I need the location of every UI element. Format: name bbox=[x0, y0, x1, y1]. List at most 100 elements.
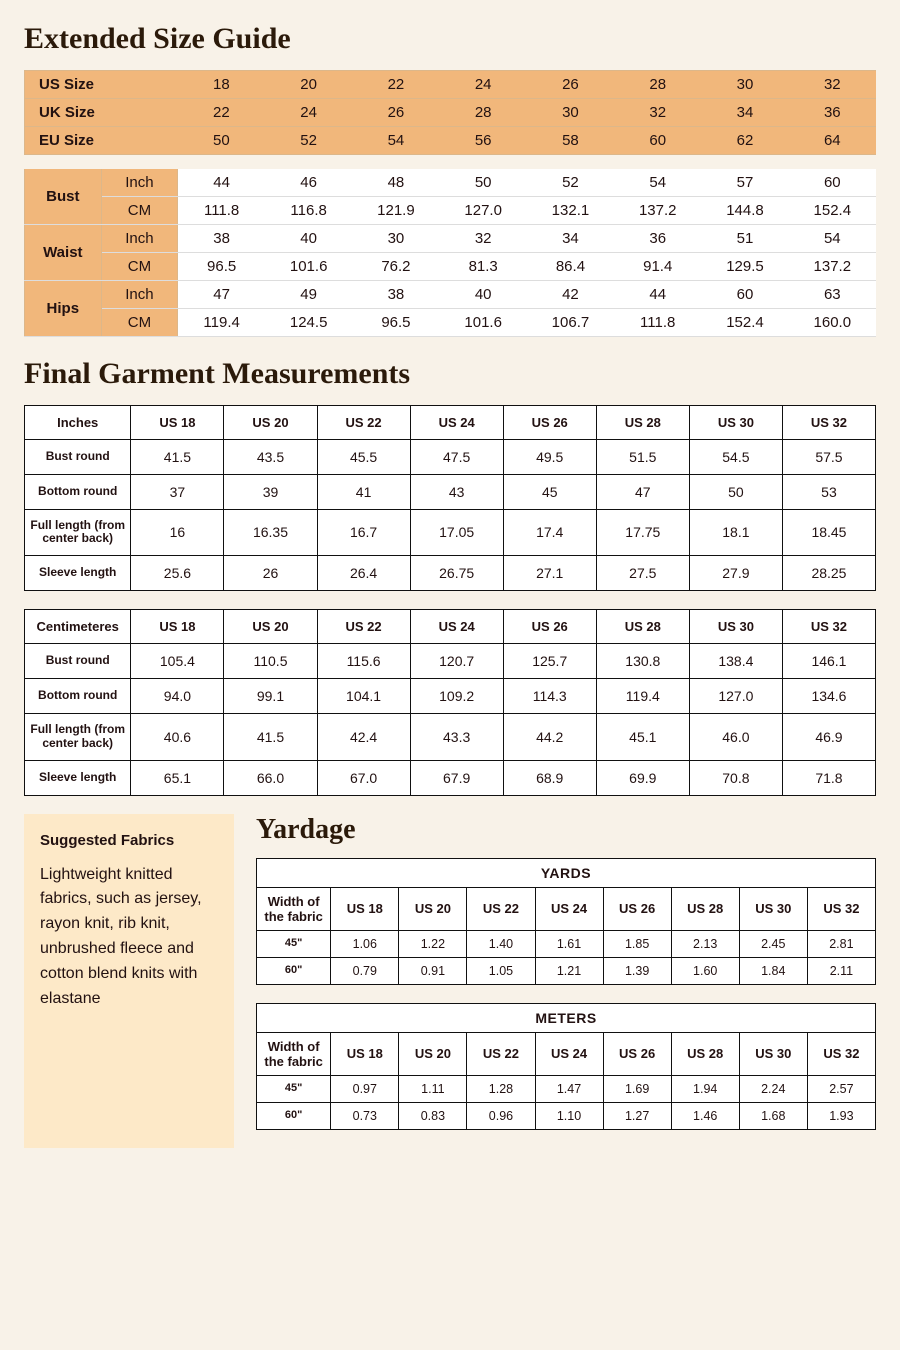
data-cell: 44.2 bbox=[503, 714, 596, 761]
measurement-value: 81.3 bbox=[440, 252, 527, 280]
data-cell: 16.7 bbox=[317, 509, 410, 556]
data-cell: 1.06 bbox=[331, 930, 399, 957]
data-cell: 110.5 bbox=[224, 644, 317, 679]
data-cell: 28.25 bbox=[782, 556, 875, 591]
data-cell: 94.0 bbox=[131, 679, 224, 714]
size-row-label: EU Size bbox=[25, 127, 178, 155]
data-cell: 146.1 bbox=[782, 644, 875, 679]
measurement-value: 91.4 bbox=[614, 252, 701, 280]
data-cell: 0.83 bbox=[399, 1102, 467, 1129]
unit-label: CM bbox=[101, 252, 178, 280]
unit-label: Inch bbox=[101, 224, 178, 252]
measurement-value: 137.2 bbox=[789, 252, 876, 280]
data-cell: 0.96 bbox=[467, 1102, 535, 1129]
data-cell: 41.5 bbox=[224, 714, 317, 761]
data-cell: 47 bbox=[596, 474, 689, 509]
width-label: 60" bbox=[257, 1102, 331, 1129]
data-cell: 1.93 bbox=[807, 1102, 875, 1129]
data-cell: 45 bbox=[503, 474, 596, 509]
measurement-value: 137.2 bbox=[614, 196, 701, 224]
corner-label: Inches bbox=[25, 405, 131, 439]
data-cell: 0.79 bbox=[331, 957, 399, 984]
fabrics-heading: Suggested Fabrics bbox=[40, 832, 218, 849]
size-header: US 24 bbox=[535, 887, 603, 930]
suggested-fabrics-box: Suggested Fabrics Lightweight knitted fa… bbox=[24, 814, 234, 1148]
row-label: Bottom round bbox=[25, 679, 131, 714]
measurement-value: 132.1 bbox=[527, 196, 614, 224]
data-cell: 49.5 bbox=[503, 439, 596, 474]
size-header: US 22 bbox=[317, 610, 410, 644]
measurement-value: 76.2 bbox=[352, 252, 439, 280]
size-header: US 26 bbox=[503, 610, 596, 644]
measurement-value: 47 bbox=[178, 280, 265, 308]
width-header: Width of the fabric bbox=[257, 887, 331, 930]
measurement-value: 86.4 bbox=[527, 252, 614, 280]
data-cell: 1.60 bbox=[671, 957, 739, 984]
size-header: US 20 bbox=[399, 887, 467, 930]
title-yardage: Yardage bbox=[256, 814, 876, 846]
data-cell: 66.0 bbox=[224, 760, 317, 795]
measurement-value: 152.4 bbox=[789, 196, 876, 224]
unit-label: Inch bbox=[101, 280, 178, 308]
data-cell: 25.6 bbox=[131, 556, 224, 591]
data-cell: 0.91 bbox=[399, 957, 467, 984]
data-cell: 47.5 bbox=[410, 439, 503, 474]
unit-label: CM bbox=[101, 196, 178, 224]
data-cell: 37 bbox=[131, 474, 224, 509]
data-cell: 1.40 bbox=[467, 930, 535, 957]
measurement-value: 116.8 bbox=[265, 196, 352, 224]
measurement-value: 121.9 bbox=[352, 196, 439, 224]
data-cell: 99.1 bbox=[224, 679, 317, 714]
row-label: Sleeve length bbox=[25, 760, 131, 795]
measurement-value: 60 bbox=[701, 280, 788, 308]
measurement-value: 127.0 bbox=[440, 196, 527, 224]
data-cell: 41.5 bbox=[131, 439, 224, 474]
data-cell: 17.75 bbox=[596, 509, 689, 556]
size-header: US 24 bbox=[535, 1032, 603, 1075]
data-cell: 1.11 bbox=[399, 1075, 467, 1102]
size-value: 62 bbox=[701, 127, 788, 155]
measurement-value: 96.5 bbox=[352, 308, 439, 336]
data-cell: 1.94 bbox=[671, 1075, 739, 1102]
data-cell: 1.47 bbox=[535, 1075, 603, 1102]
size-header: US 26 bbox=[603, 887, 671, 930]
data-cell: 134.6 bbox=[782, 679, 875, 714]
size-value: 22 bbox=[178, 99, 265, 127]
garment-inches-table: InchesUS 18US 20US 22US 24US 26US 28US 3… bbox=[24, 405, 876, 592]
data-cell: 1.27 bbox=[603, 1102, 671, 1129]
measurement-value: 129.5 bbox=[701, 252, 788, 280]
size-value: 60 bbox=[614, 127, 701, 155]
data-cell: 43 bbox=[410, 474, 503, 509]
data-cell: 71.8 bbox=[782, 760, 875, 795]
data-cell: 45.1 bbox=[596, 714, 689, 761]
size-header: US 32 bbox=[782, 610, 875, 644]
data-cell: 68.9 bbox=[503, 760, 596, 795]
size-value: 22 bbox=[352, 71, 439, 99]
size-header: US 24 bbox=[410, 405, 503, 439]
body-part-label: Bust bbox=[25, 169, 102, 225]
data-cell: 127.0 bbox=[689, 679, 782, 714]
title-final: Final Garment Measurements bbox=[24, 357, 876, 391]
data-cell: 26.4 bbox=[317, 556, 410, 591]
size-guide-table: US Size1820222426283032UK Size2224262830… bbox=[24, 70, 876, 337]
measurement-value: 36 bbox=[614, 224, 701, 252]
measurement-value: 34 bbox=[527, 224, 614, 252]
size-header: US 28 bbox=[596, 610, 689, 644]
measurement-value: 44 bbox=[178, 169, 265, 197]
data-cell: 40.6 bbox=[131, 714, 224, 761]
data-cell: 17.4 bbox=[503, 509, 596, 556]
measurement-value: 32 bbox=[440, 224, 527, 252]
size-header: US 22 bbox=[467, 1032, 535, 1075]
size-value: 20 bbox=[265, 71, 352, 99]
size-value: 26 bbox=[527, 71, 614, 99]
size-header: US 20 bbox=[399, 1032, 467, 1075]
data-cell: 67.9 bbox=[410, 760, 503, 795]
data-cell: 1.85 bbox=[603, 930, 671, 957]
size-value: 54 bbox=[352, 127, 439, 155]
unit-label: CM bbox=[101, 308, 178, 336]
measurement-value: 101.6 bbox=[265, 252, 352, 280]
data-cell: 1.84 bbox=[739, 957, 807, 984]
measurement-value: 46 bbox=[265, 169, 352, 197]
data-cell: 69.9 bbox=[596, 760, 689, 795]
data-cell: 2.11 bbox=[807, 957, 875, 984]
